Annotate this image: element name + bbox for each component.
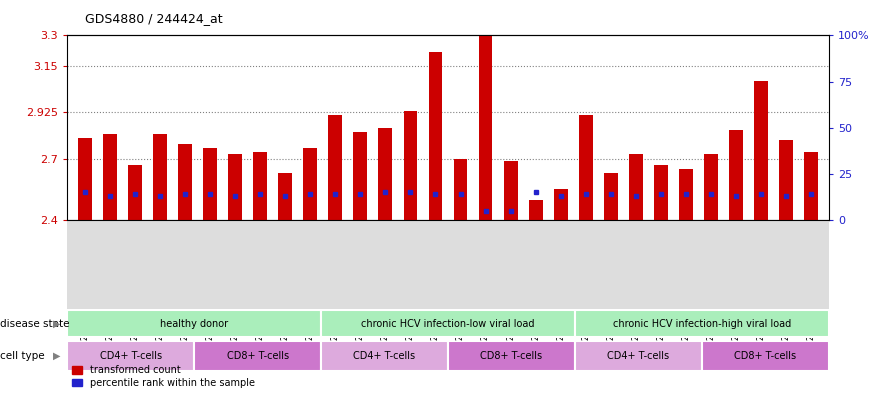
Bar — [103, 134, 116, 220]
Bar — [729, 130, 743, 220]
Bar — [254, 152, 267, 220]
Bar — [654, 165, 668, 220]
Bar — [178, 144, 192, 220]
Bar — [575, 310, 829, 338]
Bar — [529, 200, 543, 220]
Bar — [754, 81, 768, 220]
Bar — [228, 154, 242, 220]
Text: CD4+ T-cells: CD4+ T-cells — [353, 351, 416, 361]
Bar — [704, 154, 718, 220]
Text: CD8+ T-cells: CD8+ T-cells — [227, 351, 289, 361]
Bar — [304, 148, 317, 220]
Bar — [554, 189, 568, 220]
Bar — [403, 111, 418, 220]
Bar — [679, 169, 693, 220]
Bar — [128, 165, 142, 220]
Bar — [378, 128, 392, 220]
Bar — [453, 158, 468, 220]
Legend: transformed count, percentile rank within the sample: transformed count, percentile rank withi… — [72, 365, 254, 388]
Text: ▶: ▶ — [53, 351, 60, 361]
Bar — [604, 173, 617, 220]
Bar — [504, 161, 518, 220]
Text: ▶: ▶ — [53, 319, 60, 329]
Bar — [194, 342, 321, 371]
Bar — [153, 134, 167, 220]
Bar — [279, 173, 292, 220]
Text: CD4+ T-cells: CD4+ T-cells — [607, 351, 669, 361]
Bar — [67, 310, 321, 338]
Text: GDS4880 / 244424_at: GDS4880 / 244424_at — [85, 12, 223, 25]
Bar — [428, 52, 443, 220]
Bar — [78, 138, 91, 220]
Bar — [478, 35, 493, 220]
Text: chronic HCV infection-high viral load: chronic HCV infection-high viral load — [613, 319, 791, 329]
Bar — [321, 342, 448, 371]
Text: healthy donor: healthy donor — [160, 319, 228, 329]
Bar — [353, 132, 367, 220]
Bar — [702, 342, 829, 371]
Text: disease state: disease state — [0, 319, 70, 329]
Text: chronic HCV infection-low viral load: chronic HCV infection-low viral load — [361, 319, 535, 329]
Bar — [328, 116, 342, 220]
Text: CD4+ T-cells: CD4+ T-cells — [99, 351, 162, 361]
Bar — [203, 148, 217, 220]
Bar — [321, 310, 575, 338]
Text: CD8+ T-cells: CD8+ T-cells — [734, 351, 797, 361]
Bar — [67, 342, 194, 371]
Bar — [575, 342, 702, 371]
Text: cell type: cell type — [0, 351, 45, 361]
Text: CD8+ T-cells: CD8+ T-cells — [480, 351, 543, 361]
Bar — [448, 342, 575, 371]
Bar — [629, 154, 642, 220]
Bar — [780, 140, 793, 220]
Bar — [579, 116, 592, 220]
Bar — [805, 152, 818, 220]
